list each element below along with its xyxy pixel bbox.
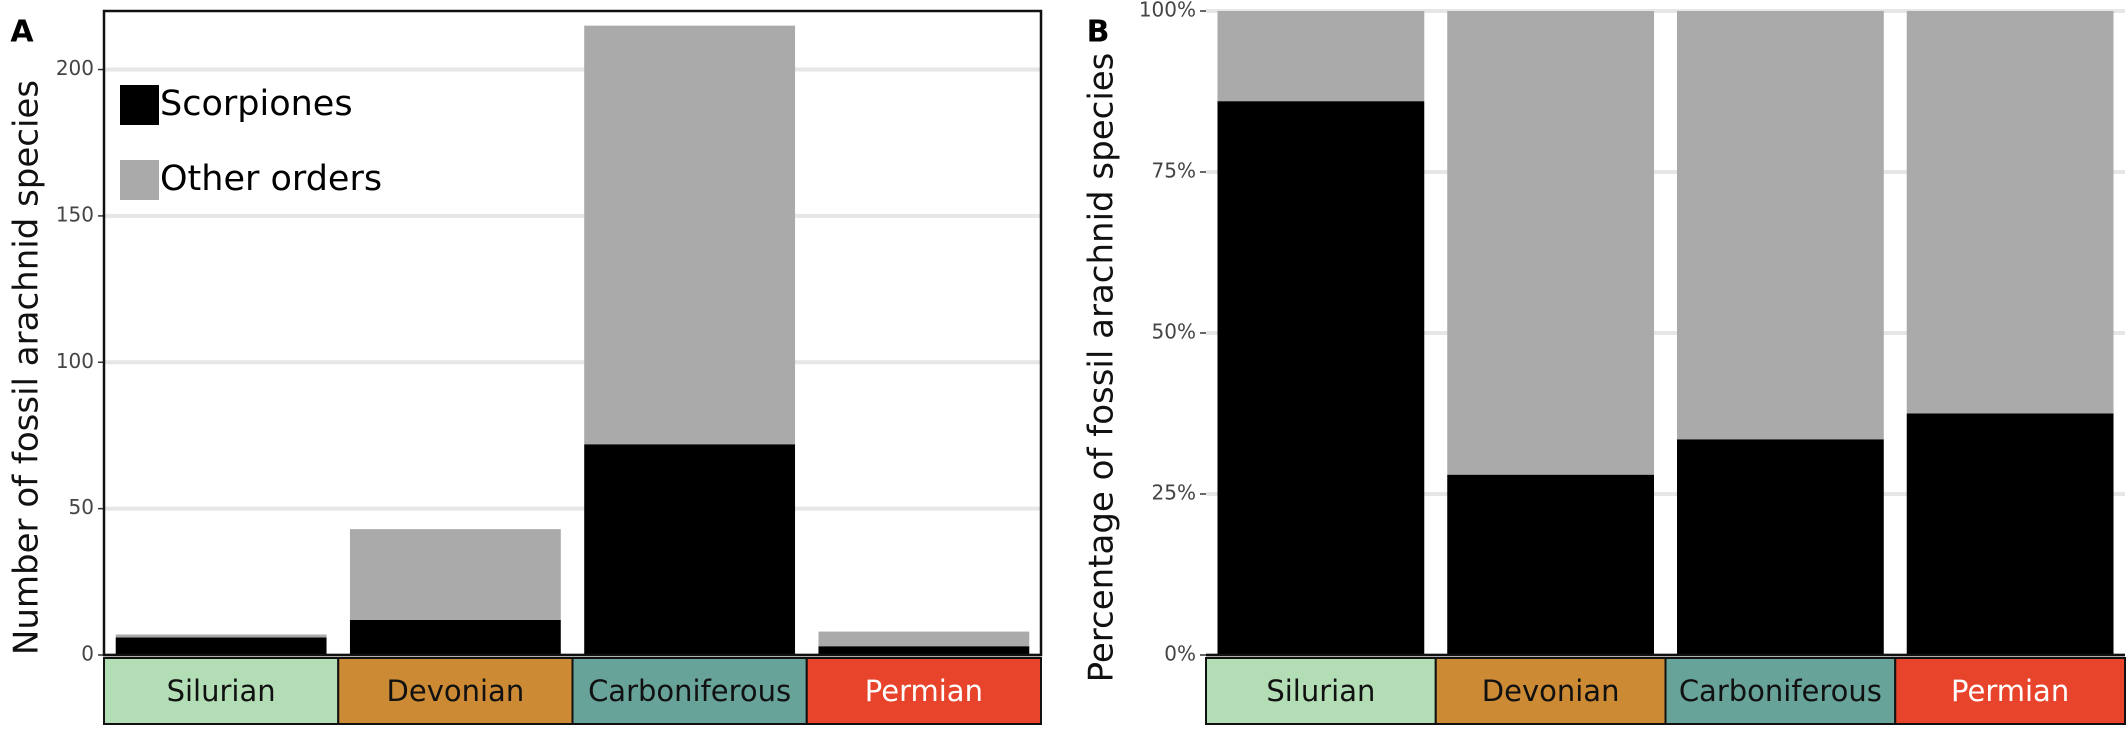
- y-tick-label: 50: [69, 495, 94, 519]
- y-tick-label: 100%: [1139, 0, 1196, 22]
- bar-segment: [115, 637, 327, 655]
- y-axis-title: Percentage of fossil arachnid species: [1082, 53, 1122, 683]
- bar-segment: [1447, 474, 1655, 655]
- y-tick-label: 0%: [1164, 642, 1196, 666]
- x-tick-label: Devonian: [1482, 674, 1620, 708]
- y-tick-label: 100: [56, 349, 94, 373]
- legend-label: Scorpiones: [160, 84, 353, 124]
- category-strip: [1205, 657, 1437, 725]
- category-strip: [571, 657, 808, 725]
- plot-frame: [102, 9, 1043, 657]
- y-tick-label: 150: [56, 202, 94, 226]
- y-tick-label: 75%: [1152, 159, 1196, 183]
- legend-label: Other orders: [160, 159, 382, 199]
- bar-segment: [584, 25, 796, 445]
- bar-segment: [1217, 11, 1425, 102]
- y-tick-label: 50%: [1152, 320, 1196, 344]
- bar-segment: [349, 529, 561, 620]
- bar-segment: [1676, 439, 1884, 655]
- category-strip: [805, 657, 1042, 725]
- bar-segment: [115, 634, 327, 638]
- y-tick-label: 25%: [1152, 481, 1196, 505]
- bar-segment: [818, 646, 1030, 655]
- bar-segment: [349, 619, 561, 655]
- bar-segment: [584, 444, 796, 655]
- x-tick-label: Carboniferous: [1679, 674, 1882, 708]
- legend-swatch: [120, 160, 159, 200]
- x-tick-label: Silurian: [1266, 674, 1375, 708]
- y-tick-label: 200: [56, 56, 94, 80]
- x-tick-label: Permian: [1951, 674, 2069, 708]
- panel-label: B: [1087, 15, 1110, 50]
- legend-swatch: [120, 85, 159, 125]
- bar-segment: [1906, 413, 2114, 655]
- panel-label: A: [10, 15, 34, 50]
- x-tick-label: Permian: [865, 674, 983, 708]
- category-strip: [1894, 657, 2126, 725]
- bar-segment: [1447, 11, 1655, 475]
- category-strip: [1664, 657, 1897, 725]
- category-strip: [337, 657, 574, 725]
- x-tick-label: Carboniferous: [588, 674, 791, 708]
- x-tick-label: Devonian: [387, 674, 525, 708]
- y-tick-label: 0: [81, 642, 94, 666]
- category-strip: [1434, 657, 1667, 725]
- x-tick-label: Silurian: [167, 674, 276, 708]
- bar-segment: [818, 631, 1030, 647]
- bar-segment: [1217, 101, 1425, 655]
- bar-segment: [1906, 11, 2114, 414]
- bar-segment: [1676, 11, 1884, 440]
- y-axis-title: Number of fossil arachnid species: [7, 80, 47, 655]
